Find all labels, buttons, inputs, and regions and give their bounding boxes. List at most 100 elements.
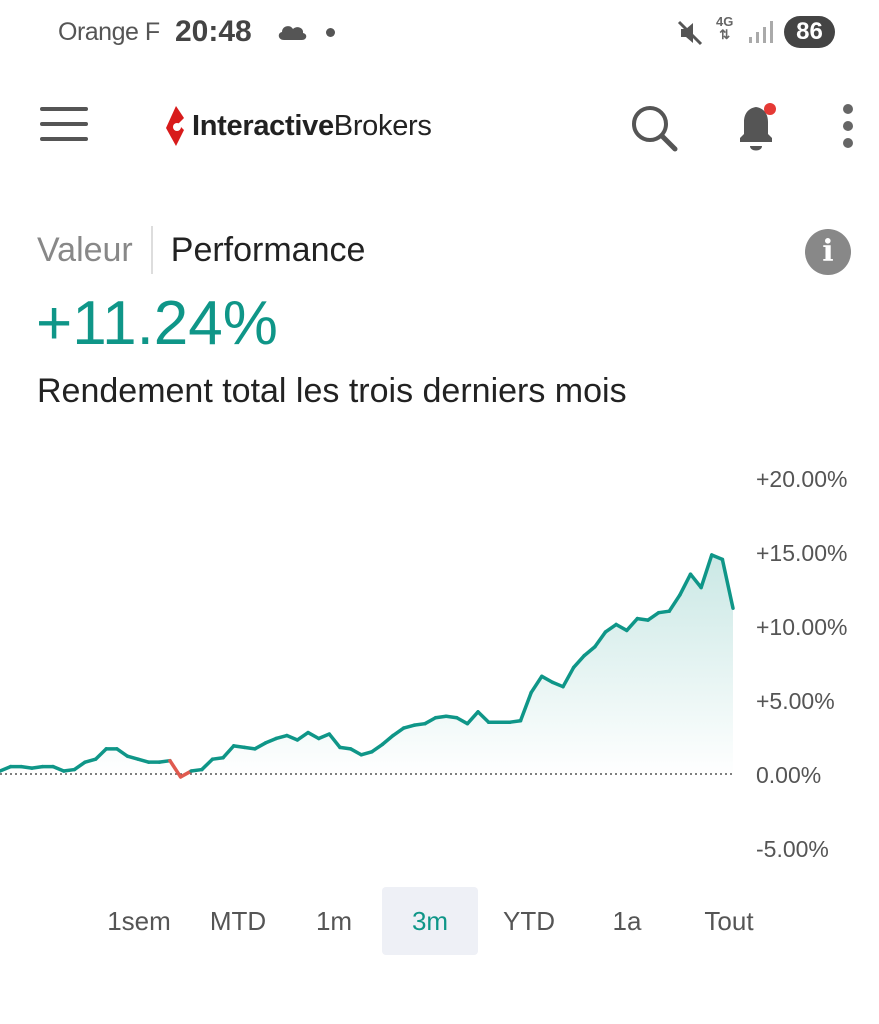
chart-line-segment	[699, 553, 714, 590]
chart-line-segment	[316, 732, 332, 741]
chart-line-segment	[656, 609, 672, 615]
chart-line-segment	[688, 572, 703, 590]
chart-line-segment	[263, 736, 278, 745]
chart-line-segment	[518, 690, 533, 723]
range-1m-button[interactable]: 1m	[315, 906, 353, 936]
bell-icon[interactable]	[732, 100, 782, 156]
chart-line-segment	[348, 747, 363, 757]
chart-line-segment	[136, 757, 151, 764]
chart-line-segment	[200, 757, 215, 772]
logo-text-bold: Interactive	[192, 109, 334, 142]
network-type-icon: 4G ⇅	[716, 15, 733, 41]
chart-line-segment	[189, 767, 204, 773]
range-1sem-button[interactable]: 1sem	[107, 906, 171, 936]
chart-line-segment	[465, 710, 480, 726]
chart-line-segment	[295, 730, 310, 742]
battery-level: 86	[784, 16, 835, 48]
data-arrows-icon: ⇅	[719, 27, 731, 42]
chart-line-segment	[614, 622, 629, 633]
y-tick-label: -5.00%	[756, 836, 829, 862]
chart-line-segment	[380, 733, 395, 747]
chart-line-segment	[210, 755, 225, 761]
range-ytd-button[interactable]: YTD	[503, 906, 555, 936]
chart-line-segment	[51, 764, 66, 773]
chart-line-segment	[635, 616, 650, 622]
chart-line-segment	[253, 741, 268, 751]
chart-line-segment	[168, 758, 183, 779]
status-bar: Orange F 20:48 4G ⇅ 86	[0, 0, 879, 64]
chart-line-segment	[476, 710, 491, 724]
app-bar: InteractiveBrokers	[0, 90, 879, 170]
chart-line-segment	[178, 769, 193, 779]
chart-area-fill	[0, 554, 733, 777]
chart-line-segment	[571, 653, 587, 670]
chart-line-segment	[550, 680, 565, 689]
chart-line-segment	[720, 557, 735, 610]
chart-line-segment	[0, 764, 13, 773]
range-1a-button[interactable]: 1a	[612, 906, 642, 936]
tab-divider	[150, 226, 153, 274]
carrier-name: Orange F	[58, 18, 160, 46]
chart-line-segment	[625, 616, 640, 633]
tab-performance[interactable]: Performance	[170, 230, 366, 269]
app-logo: InteractiveBrokers	[164, 104, 432, 148]
chart-line-segment	[83, 757, 98, 764]
chart-line-segment	[19, 764, 34, 770]
chart-line-segment	[710, 553, 725, 562]
y-tick-label: 0.00%	[756, 762, 821, 788]
network-type-label: 4G	[716, 14, 734, 29]
menu-icon[interactable]	[40, 107, 90, 147]
range-3m-button[interactable]: 3m	[382, 887, 478, 955]
range-mtd-button[interactable]: MTD	[209, 906, 267, 936]
chart-line-segment	[359, 750, 374, 757]
chart-line-segment	[221, 744, 236, 760]
logo-text-regular: Brokers	[333, 109, 432, 142]
chart-line-segment	[678, 572, 693, 597]
chart-line-segment	[667, 593, 682, 613]
chart-line-segment	[327, 732, 342, 750]
performance-value: +11.24%	[36, 289, 278, 358]
tab-valeur[interactable]: Valeur	[37, 230, 133, 269]
chart-line-segment	[370, 742, 385, 754]
chart-line-segment	[603, 622, 618, 634]
search-icon[interactable]	[628, 102, 680, 154]
chart-line-segment	[157, 758, 172, 764]
chart-line-segment	[646, 610, 661, 622]
chart-line-segment	[529, 674, 544, 695]
chart-line-segment	[61, 767, 77, 773]
chart-line-segment	[93, 747, 108, 761]
chart-line-segment	[582, 644, 597, 658]
chart-line-segment	[561, 665, 576, 689]
chart-line-segment	[433, 714, 448, 720]
chart-line-segment	[455, 716, 470, 726]
ib-logo-mark-icon	[166, 106, 184, 146]
view-tabs: Valeur Performance	[37, 226, 365, 274]
notification-dot-icon	[326, 28, 335, 37]
chart-line-segment	[401, 723, 417, 730]
chart-line-segment	[72, 760, 87, 772]
chart-line-segment	[30, 764, 45, 770]
time-range-selector: 1sem MTD 1m 3m YTD 1a Tout	[88, 887, 784, 955]
chart-line-segment	[593, 630, 608, 649]
chart-line-segment	[231, 744, 247, 750]
notification-badge-icon	[764, 103, 776, 115]
chart-line-segment	[423, 716, 438, 726]
chart-line-segment	[285, 733, 300, 742]
more-options-icon[interactable]	[838, 104, 858, 152]
range-tout-button[interactable]: Tout	[704, 906, 754, 936]
chart-line-segment	[125, 754, 140, 761]
info-icon[interactable]: i	[805, 229, 851, 275]
y-tick-label: +5.00%	[756, 688, 835, 714]
chart-line-segment	[540, 674, 555, 684]
chart-line-segment	[338, 745, 353, 751]
chart-line-segment	[412, 721, 427, 727]
chart-line-segment	[391, 726, 406, 738]
y-tick-label: +20.00%	[756, 466, 847, 492]
mute-icon	[677, 20, 703, 46]
chart-line-segment	[508, 718, 523, 724]
chart-line-segment	[242, 745, 257, 751]
signal-icon	[749, 21, 773, 43]
chart-line-segment	[274, 733, 289, 741]
chart-line-segment	[115, 747, 130, 758]
performance-chart[interactable]: +20.00% +15.00% +10.00% +5.00% 0.00% -5.00%	[0, 450, 879, 870]
